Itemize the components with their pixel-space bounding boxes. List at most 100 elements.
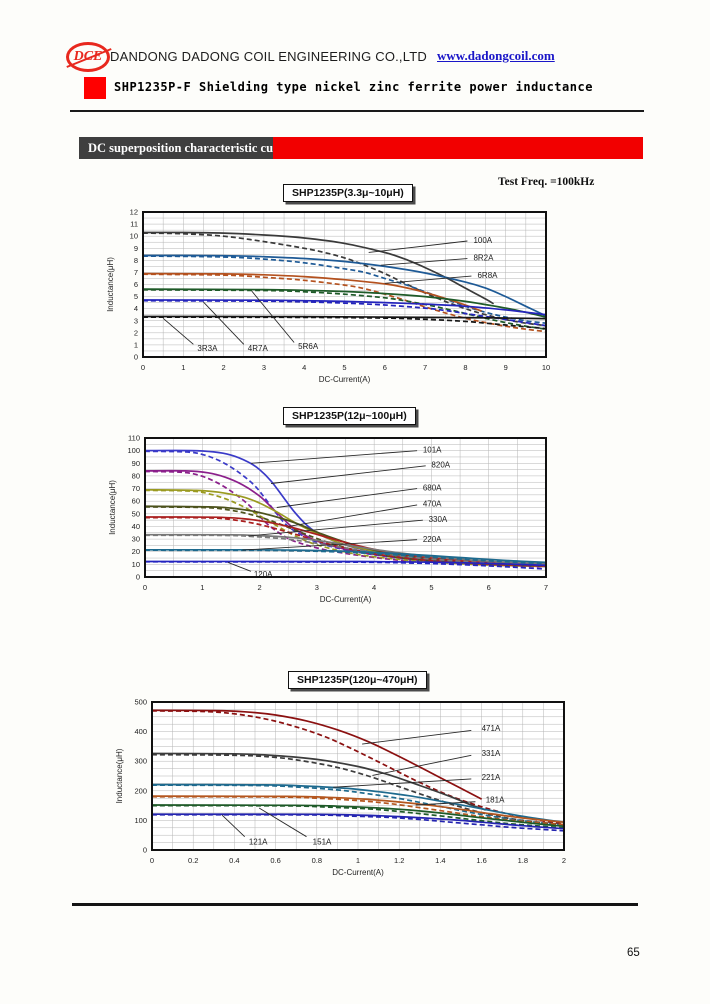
- y-tick-label: 70: [132, 484, 140, 493]
- x-tick-label: 2: [562, 856, 566, 865]
- y-tick-label: 8: [134, 256, 138, 265]
- curve-label-4R7A: 4R7A: [248, 344, 269, 353]
- y-axis-title: Inductance(μH): [106, 257, 115, 312]
- dce-logo: DCE: [66, 42, 112, 72]
- x-tick-label: 4: [302, 363, 306, 372]
- curve-label-6R8A: 6R8A: [477, 271, 498, 280]
- y-tick-label: 0: [134, 353, 138, 362]
- x-tick-label: 1.4: [435, 856, 445, 865]
- series-curve-dashed-4R7A: [142, 299, 547, 327]
- curve-label-101A: 101A: [423, 445, 442, 454]
- x-tick-label: 2: [222, 363, 226, 372]
- leader-line-331A: [372, 754, 472, 776]
- chart-title-3: SHP1235P(120μ~470μH): [288, 671, 427, 689]
- series-curve-dashed-3R3A: [142, 316, 547, 330]
- series-curve-solid-331A: [151, 752, 486, 811]
- y-tick-label: 100: [134, 816, 147, 825]
- y-tick-label: 2: [134, 328, 138, 337]
- x-tick-label: 5: [429, 583, 433, 592]
- x-axis-title: DC-Current(A): [320, 595, 372, 604]
- leader-line-3R3A: [162, 317, 194, 345]
- x-tick-label: 0.4: [229, 856, 239, 865]
- chart-title-2: SHP1235P(12μ~100μH): [283, 407, 416, 425]
- banner-red-bar: [273, 137, 643, 159]
- y-tick-label: 200: [134, 786, 147, 795]
- series-curve-solid-4R7A: [142, 299, 547, 316]
- y-tick-label: 12: [130, 208, 138, 217]
- y-tick-label: 300: [134, 757, 147, 766]
- curve-label-331A: 331A: [482, 749, 501, 758]
- header-divider: [70, 110, 644, 112]
- product-subtitle: SHP1235P-F Shielding type nickel zinc fe…: [114, 80, 593, 94]
- curve-label-120A: 120A: [254, 570, 273, 579]
- leader-line-471A: [362, 729, 472, 745]
- series-curve-dashed-680A: [144, 489, 547, 568]
- y-tick-label: 0: [136, 573, 140, 582]
- company-name: DANDONG DADONG COIL ENGINEERING CO.,LTD: [110, 49, 427, 64]
- curve-label-8R2A: 8R2A: [473, 253, 494, 262]
- series-curve-solid-100A: [142, 231, 495, 305]
- leader-line-4R7A: [203, 301, 245, 345]
- leader-line-151A: [258, 807, 307, 838]
- leader-line-121A: [221, 814, 246, 838]
- curve-label-820A: 820A: [431, 461, 450, 470]
- x-tick-label: 1: [200, 583, 204, 592]
- series-curve-solid-471A: [151, 709, 482, 800]
- x-tick-label: 10: [542, 363, 550, 372]
- plot-border: [144, 437, 547, 578]
- leader-line-220A: [242, 539, 418, 551]
- leader-line-100A: [368, 240, 468, 253]
- curve-label-5R6A: 5R6A: [298, 342, 319, 351]
- leader-line-8R2A: [380, 258, 468, 266]
- x-tick-label: 5: [342, 363, 346, 372]
- x-axis-title: DC-Current(A): [332, 868, 384, 877]
- page-number: 65: [627, 947, 640, 959]
- y-tick-label: 5: [134, 292, 138, 301]
- section-title-banner: DC superposition characteristic curve: [79, 137, 290, 159]
- curve-label-181A: 181A: [486, 796, 505, 805]
- curve-label-121A: 121A: [249, 838, 268, 847]
- y-tick-label: 40: [132, 522, 140, 531]
- leader-line-5R6A: [251, 290, 295, 343]
- x-tick-label: 1: [181, 363, 185, 372]
- y-tick-label: 90: [132, 459, 140, 468]
- x-tick-label: 9: [504, 363, 508, 372]
- leader-line-101A: [250, 450, 418, 464]
- website-link[interactable]: www.dadongcoil.com: [437, 48, 555, 63]
- plot-border: [151, 701, 565, 851]
- chart-1-container: 100A 8R2A 6R8A 3R3A 4R7A 5R6A 0 1 2 3 4 5 6 7 8 9 10 0 1 2 3…: [95, 204, 665, 401]
- x-tick-label: 0: [150, 856, 154, 865]
- y-tick-label: 9: [134, 244, 138, 253]
- curve-label-100A: 100A: [473, 236, 492, 245]
- grid-lines: [143, 212, 546, 357]
- inductance-chart-3: 471A 331A 221A 181A 121A 151A 0 0.2 0.4 0.6 0.8 1 1.…: [115, 698, 566, 878]
- curve-label-330A: 330A: [429, 515, 448, 524]
- footer-divider: [72, 903, 638, 906]
- y-tick-label: 10: [132, 560, 140, 569]
- x-tick-label: 2: [257, 583, 261, 592]
- y-tick-label: 50: [132, 509, 140, 518]
- curve-label-470A: 470A: [423, 500, 442, 509]
- grid-lines: [152, 702, 564, 850]
- series-curve-dashed-181A: [151, 795, 565, 826]
- chart-2-container: 101A 820A 680A 470A 330A 220A 120A 0 1 2 3 4 5 6 7 0 10 2…: [95, 430, 665, 615]
- y-tick-label: 100: [127, 446, 140, 455]
- x-tick-label: 7: [544, 583, 548, 592]
- red-square-marker: [84, 77, 106, 99]
- leader-line-120A: [227, 562, 252, 572]
- x-tick-label: 0: [143, 583, 147, 592]
- chart-title-1: SHP1235P(3.3μ~10μH): [283, 184, 413, 202]
- y-tick-label: 60: [132, 497, 140, 506]
- plot-border: [142, 211, 547, 358]
- y-tick-label: 7: [134, 268, 138, 277]
- x-tick-label: 1: [356, 856, 360, 865]
- curve-label-151A: 151A: [313, 838, 332, 847]
- y-tick-label: 0: [143, 846, 147, 855]
- curve-label-680A: 680A: [423, 483, 442, 492]
- y-tick-label: 30: [132, 535, 140, 544]
- y-tick-label: 500: [134, 698, 147, 707]
- x-tick-label: 1.2: [394, 856, 404, 865]
- x-tick-label: 8: [463, 363, 467, 372]
- test-frequency-label: Test Freq. =100kHz: [498, 176, 595, 188]
